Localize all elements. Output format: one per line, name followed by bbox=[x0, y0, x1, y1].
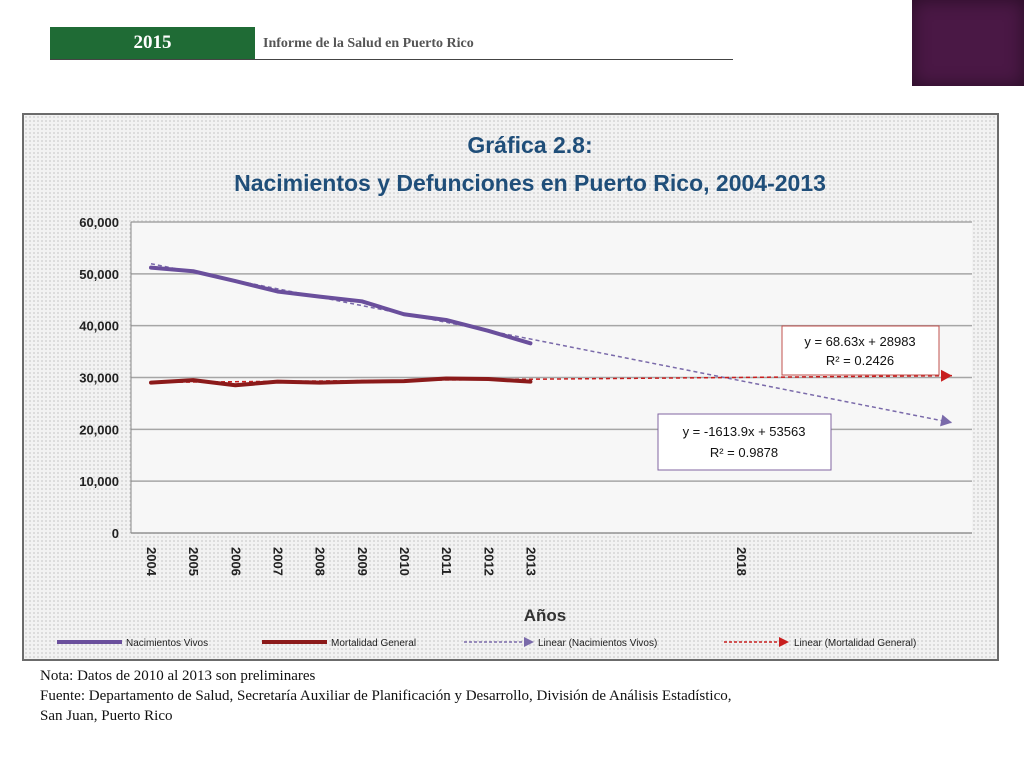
trendline-0 bbox=[150, 262, 953, 424]
data-point bbox=[233, 279, 237, 283]
data-point bbox=[318, 295, 322, 299]
corner-decoration bbox=[912, 0, 1024, 86]
chart-notes: Nota: Datos de 2010 al 2013 son prelimin… bbox=[40, 666, 732, 726]
x-tick-label: 2004 bbox=[144, 547, 159, 577]
y-tick-label: 40,000 bbox=[79, 319, 119, 334]
nota-line: Nota: Datos de 2010 al 2013 son prelimin… bbox=[40, 668, 316, 684]
data-point bbox=[486, 377, 490, 381]
trend-equation-mortalidad-r2: R² = 0.2426 bbox=[826, 353, 894, 368]
x-tick-label: 2008 bbox=[313, 547, 328, 576]
data-point bbox=[233, 383, 237, 387]
grid-layer bbox=[130, 221, 972, 534]
chart-title-line2: Nacimientos y Defunciones en Puerto Rico… bbox=[234, 170, 826, 196]
x-axis-label: Años bbox=[524, 606, 567, 625]
fuente-line1: Fuente: Departamento de Salud, Secretarí… bbox=[40, 688, 732, 704]
data-point bbox=[402, 312, 406, 316]
trend-equation-nacimientos-eq: y = -1613.9x + 53563 bbox=[683, 424, 806, 439]
y-tick-label: 60,000 bbox=[79, 215, 119, 230]
year-tab: 2015 bbox=[50, 27, 255, 59]
report-title: Informe de la Salud en Puerto Rico bbox=[263, 36, 474, 51]
data-point bbox=[149, 381, 153, 385]
data-point bbox=[318, 381, 322, 385]
legend-item-mortalidad: Mortalidad General bbox=[262, 638, 416, 649]
x-axis-ticks: 2004 2005 2006 2007 2008 2009 2010 2011 2012 2013… bbox=[144, 547, 749, 577]
trend-equation-nacimientos: y = -1613.9x + 53563 R² = 0.9878 bbox=[657, 413, 832, 471]
data-point bbox=[149, 266, 153, 270]
y-tick-label: 50,000 bbox=[79, 267, 119, 282]
data-point bbox=[444, 377, 448, 381]
x-tick-label: 2009 bbox=[355, 547, 370, 576]
x-tick-label: 2007 bbox=[270, 547, 285, 576]
chart-title-line1: Gráfica 2.8: bbox=[467, 132, 592, 158]
trendline-arrow-1 bbox=[940, 369, 952, 382]
data-point bbox=[191, 378, 195, 382]
trend-equation-mortalidad: y = 68.63x + 28983 R² = 0.2426 bbox=[781, 325, 940, 376]
x-tick-label: 2012 bbox=[481, 547, 496, 576]
y-tick-label: 10,000 bbox=[79, 474, 119, 489]
series-lines bbox=[149, 265, 533, 388]
x-tick-label: 2013 bbox=[523, 547, 538, 576]
legend-item-linear-mortalidad: Linear (Mortalidad General) bbox=[724, 637, 916, 649]
series-line-1 bbox=[149, 376, 533, 388]
legend-label-linear-mortalidad: Linear (Mortalidad General) bbox=[794, 638, 916, 649]
legend-item-nacimientos: Nacimientos Vivos bbox=[57, 638, 208, 649]
data-point bbox=[360, 299, 364, 303]
x-tick-label: 2011 bbox=[439, 547, 454, 575]
data-point bbox=[275, 289, 279, 293]
header-divider bbox=[50, 59, 733, 60]
y-axis-ticks: 0 10,000 20,000 30,000 40,000 50,000 60,000 bbox=[79, 215, 119, 541]
legend-label-linear-nacimientos: Linear (Nacimientos Vivos) bbox=[538, 638, 657, 649]
chart-frame: Gráfica 2.8: Nacimientos y Defunciones e… bbox=[22, 113, 999, 661]
x-tick-label: 2005 bbox=[186, 547, 201, 576]
legend-item-linear-nacimientos: Linear (Nacimientos Vivos) bbox=[464, 637, 657, 649]
x-tick-label: 2010 bbox=[397, 547, 412, 576]
fuente-line2: San Juan, Puerto Rico bbox=[40, 708, 173, 724]
legend-label-mortalidad: Mortalidad General bbox=[331, 638, 416, 649]
data-point bbox=[402, 379, 406, 383]
data-point bbox=[528, 380, 532, 384]
chart: Gráfica 2.8: Nacimientos y Defunciones e… bbox=[57, 132, 972, 649]
x-tick-label: 2006 bbox=[228, 547, 243, 576]
y-tick-label: 30,000 bbox=[79, 371, 119, 386]
data-point bbox=[444, 318, 448, 322]
trend-equation-nacimientos-r2: R² = 0.9878 bbox=[710, 445, 778, 460]
data-point bbox=[191, 269, 195, 273]
data-point bbox=[275, 380, 279, 384]
series-line-0 bbox=[149, 265, 533, 346]
y-tick-label: 20,000 bbox=[79, 422, 119, 437]
trendline-arrow-0 bbox=[940, 414, 952, 427]
data-point bbox=[528, 341, 532, 345]
legend: Nacimientos Vivos Mortalidad General Lin… bbox=[57, 637, 916, 649]
x-tick-label: 2018 bbox=[734, 547, 749, 576]
trend-equation-mortalidad-eq: y = 68.63x + 28983 bbox=[804, 334, 915, 349]
y-tick-label: 0 bbox=[112, 526, 119, 541]
data-point bbox=[360, 380, 364, 384]
data-point bbox=[486, 329, 490, 333]
legend-label-nacimientos: Nacimientos Vivos bbox=[126, 638, 208, 649]
